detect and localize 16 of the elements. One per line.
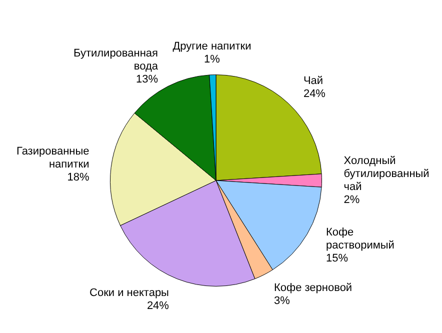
slice-label: Чай bbox=[303, 74, 324, 87]
slice-label: Кофе растворимый bbox=[326, 226, 394, 252]
data-label: 3% bbox=[274, 294, 290, 307]
slice-label: Бутилированная вода bbox=[73, 48, 159, 73]
data-label: 18% bbox=[67, 172, 90, 184]
slice-label: Холодный бутилированный чай bbox=[344, 155, 430, 194]
data-label: 24% bbox=[303, 88, 326, 100]
slice-label: Газированные напитки bbox=[16, 146, 90, 171]
data-label: 1% bbox=[204, 53, 220, 66]
slice-label: Соки и нектары bbox=[90, 286, 170, 299]
data-label: 24% bbox=[146, 300, 170, 312]
data-label: 13% bbox=[136, 74, 158, 86]
slice-label: Кофе зерновой bbox=[274, 282, 352, 294]
data-label: 15% bbox=[326, 252, 348, 265]
data-label: 2% bbox=[344, 194, 360, 206]
slice-label: Другие напитки bbox=[172, 40, 252, 52]
